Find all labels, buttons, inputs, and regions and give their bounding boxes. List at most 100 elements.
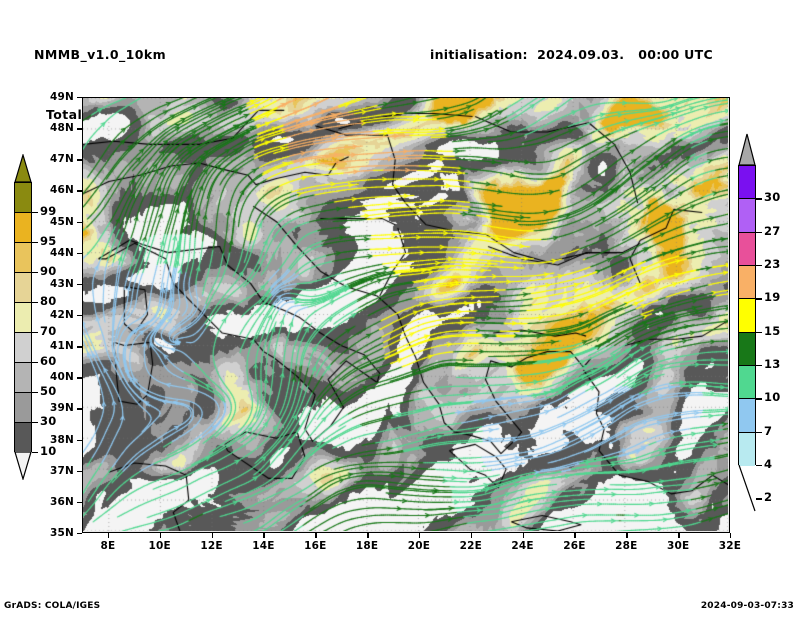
colorbar-segment [739,299,755,333]
y-axis-label: 38N [50,433,74,446]
x-axis-label: 10E [148,540,171,552]
colorbar-tick-label: 19 [764,290,781,305]
x-axis-tick [263,533,265,538]
x-axis-tick [159,533,162,538]
x-axis-tick [315,533,317,538]
colorbar-tick [756,431,762,434]
y-axis-tick [77,190,82,192]
x-axis-tick [470,533,473,538]
y-axis-tick [77,315,82,317]
colorbar-tick-label: 4 [764,457,773,471]
colorbar-tick-label: 50 [40,384,57,398]
y-axis-label: 39N [50,402,74,415]
x-axis-label: 12E [200,540,223,552]
colorbar-tick-label: 90 [40,264,57,278]
colorbar-tick [756,198,762,200]
x-axis-label: 20E [407,540,431,552]
x-axis-tick [574,533,576,538]
colorbar-tick [32,272,38,274]
colorbar-tick [32,422,38,424]
y-axis-tick [77,221,82,223]
grads-credit: GrADS: COLA/IGES [4,601,101,611]
y-axis-tick [77,470,82,473]
x-axis-tick [730,533,732,538]
x-axis-label: 18E [355,540,379,552]
x-axis-tick [522,533,525,538]
x-axis-label: 26E [563,540,586,552]
colorbar-segment [15,393,31,423]
colorbar-tick-label: 30 [764,190,781,205]
y-axis-tick [77,128,82,130]
x-axis-label: 30E [666,540,690,552]
y-axis-tick [77,283,82,286]
colorbar-tick [32,332,38,334]
colorbar-tick-label: 95 [40,234,57,248]
colorbar-tick [32,242,38,244]
y-axis-tick [77,533,82,535]
y-axis-label: 44N [50,246,74,259]
y-axis-tick [77,346,82,348]
colorbar-tick [756,298,762,300]
y-axis-label: 41N [50,340,74,353]
colorbar-segment [739,432,755,466]
colorbar-tick [756,331,762,334]
y-axis-tick [77,408,82,410]
colorbar-tick [32,392,38,394]
x-axis-label: 8E [100,540,116,552]
colorbar-tick [756,398,762,400]
y-axis-label: 47N [50,153,74,166]
y-axis-label: 49N [50,91,74,103]
x-axis-label: 24E [511,540,534,552]
colorbar-tick [32,362,38,364]
model-name: NMMB_v1.0_10km [34,47,166,62]
x-axis-label: 32E [718,540,742,552]
colorbar-segment [739,265,755,300]
colorbar-tick-label: 70 [40,324,57,338]
x-axis-tick [678,533,680,538]
colorbar-segment [739,199,755,233]
colorbar-body [14,182,32,453]
colorbar-tick-label: 10 [40,444,57,458]
colorbar-segment [15,423,31,453]
x-axis-tick [107,533,110,538]
colorbar-extend-bottom [14,451,32,482]
map-plot-area[interactable] [82,97,730,533]
colorbar-segment [739,232,755,266]
y-axis-label: 45N [50,215,74,228]
colorbar-tick [32,302,38,304]
colorbar-tick [756,498,762,500]
y-axis-label: 40N [50,371,74,384]
colorbar-segment [15,213,31,243]
colorbar-extend-top [738,133,756,166]
x-axis-tick [418,533,421,538]
x-axis-label: 28E [615,540,638,552]
x-axis-label: 16E [304,540,327,552]
colorbar-tick-label: 30 [40,414,57,428]
y-axis-tick [77,377,82,379]
y-axis-tick [77,159,82,161]
colorbar-tick [756,265,762,267]
colorbar-segment [739,399,755,433]
weather-map-canvas [83,98,728,531]
colorbar-tick-label: 10 [764,390,781,405]
colorbar-segment [739,332,755,366]
colorbar-segment [15,363,31,393]
colorbar-segment [15,333,31,363]
initialisation-time: initialisation: 2024.09.03. 00:00 UTC [430,47,713,62]
colorbar-tick-label: 15 [764,323,781,338]
y-axis-tick [77,439,82,441]
cloud-cover-colorbar: 99 95 90 80 70 60 50 30 10 [14,152,92,496]
y-axis-label: 48N [50,122,74,135]
colorbar-segment [739,365,755,400]
y-axis-tick [77,252,82,255]
y-axis-label: 42N [50,309,74,321]
colorbar-tick [756,465,762,467]
x-axis-tick [367,533,369,538]
y-axis-tick [77,501,82,504]
colorbar-tail-line [738,464,770,513]
colorbar-tick [756,231,762,234]
wind-speed-colorbar: 30 27 23 19 15 13 10 7 4 2 [738,133,800,512]
colorbar-tick-label: 13 [764,357,781,371]
colorbar-segment [739,166,755,200]
y-axis-label: 36N [50,495,74,508]
